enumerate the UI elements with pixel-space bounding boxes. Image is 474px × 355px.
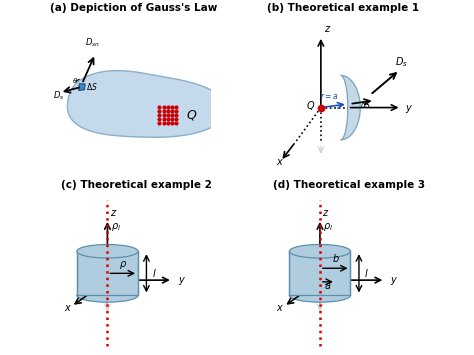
Ellipse shape	[290, 245, 350, 258]
Polygon shape	[290, 251, 350, 295]
Text: $\theta$: $\theta$	[72, 76, 78, 85]
Text: (a) Depiction of Gauss's Law: (a) Depiction of Gauss's Law	[50, 3, 218, 13]
Text: $\rho_l$: $\rho_l$	[111, 221, 121, 233]
Ellipse shape	[77, 289, 138, 302]
Text: x: x	[64, 303, 70, 313]
Text: $D_s$: $D_s$	[395, 55, 408, 69]
Polygon shape	[79, 84, 85, 91]
Text: y: y	[178, 275, 183, 285]
Text: $D_{sn}$: $D_{sn}$	[85, 37, 100, 49]
Text: x: x	[276, 157, 282, 167]
Polygon shape	[341, 75, 360, 140]
Text: x: x	[277, 303, 283, 313]
Ellipse shape	[290, 289, 350, 302]
Text: $Q$: $Q$	[306, 99, 316, 112]
Text: z: z	[322, 208, 328, 218]
Text: y: y	[405, 103, 411, 113]
Text: $\Delta S$: $\Delta S$	[86, 81, 98, 92]
Text: $l$: $l$	[152, 267, 156, 279]
Text: $a$: $a$	[324, 280, 331, 291]
Text: $r=a$: $r=a$	[320, 91, 339, 100]
Text: z: z	[110, 208, 115, 218]
Text: (b) Theoretical example 1: (b) Theoretical example 1	[267, 3, 419, 13]
Text: $\rho_l$: $\rho_l$	[323, 221, 333, 233]
Text: y: y	[390, 275, 396, 285]
Text: (c) Theoretical example 2: (c) Theoretical example 2	[61, 180, 211, 190]
Polygon shape	[67, 71, 227, 137]
Text: z: z	[324, 24, 328, 34]
Text: $Q$: $Q$	[185, 108, 197, 122]
Text: $l$: $l$	[364, 267, 369, 279]
Text: (d) Theoretical example 3: (d) Theoretical example 3	[273, 180, 425, 190]
Ellipse shape	[77, 245, 138, 258]
Text: $b$: $b$	[332, 252, 340, 264]
Text: $D_s$: $D_s$	[54, 89, 65, 102]
Text: $dS$: $dS$	[360, 99, 371, 110]
Polygon shape	[77, 251, 138, 295]
Text: $\rho$: $\rho$	[119, 260, 128, 272]
